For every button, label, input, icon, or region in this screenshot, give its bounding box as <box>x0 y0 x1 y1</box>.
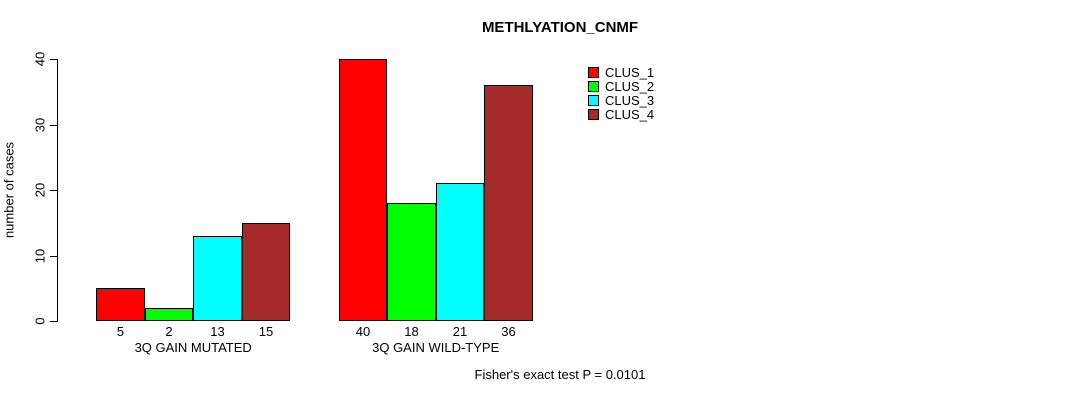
bar-value-label: 18 <box>404 324 419 339</box>
y-axis-tick-label: 20 <box>32 182 48 198</box>
bar-value-label: 2 <box>165 324 173 339</box>
legend-item: CLUS_1 <box>588 64 655 80</box>
bar <box>436 183 484 321</box>
x-axis-category-label: 3Q GAIN WILD-TYPE <box>372 340 500 355</box>
bar-value-label: 21 <box>452 324 468 339</box>
legend-item-label: CLUS_4 <box>605 106 655 122</box>
bar <box>193 236 242 321</box>
bar <box>339 59 387 321</box>
legend-swatch-icon <box>588 80 599 92</box>
x-axis-category-label: 3Q GAIN MUTATED <box>134 340 252 355</box>
legend: CLUS_1 CLUS_2 CLUS_3 CLUS_4 <box>588 64 655 122</box>
bar-value-label: 40 <box>355 324 371 339</box>
y-axis-tick <box>50 256 57 257</box>
y-axis-tick-label: 30 <box>32 117 48 133</box>
y-axis-tick <box>50 125 57 126</box>
bar <box>96 288 145 321</box>
bar <box>242 223 290 321</box>
bar-value-label: 5 <box>116 324 125 339</box>
y-axis-tick-label: 40 <box>32 51 48 67</box>
legend-swatch-icon <box>588 108 599 120</box>
bar <box>145 308 193 321</box>
legend-item: CLUS_3 <box>588 92 655 108</box>
legend-swatch-icon <box>588 94 599 106</box>
y-axis-tick-label: 0 <box>32 317 48 325</box>
chart-title: METHLYATION_CNMF <box>481 19 639 36</box>
legend-item: CLUS_2 <box>588 78 655 94</box>
legend-item-label: CLUS_3 <box>605 92 655 108</box>
legend-item-label: CLUS_2 <box>605 78 655 94</box>
fisher-test-caption: Fisher's exact test P = 0.0101 <box>474 367 646 382</box>
y-axis-line <box>57 59 58 322</box>
y-axis-tick <box>50 59 57 60</box>
y-axis-tick <box>50 190 57 191</box>
legend-item: CLUS_4 <box>588 106 655 122</box>
bar <box>387 203 436 321</box>
y-axis-tick-label: 10 <box>32 248 48 264</box>
bar-value-label: 36 <box>501 324 516 339</box>
bar-value-label: 15 <box>258 324 274 339</box>
legend-swatch-icon <box>588 66 599 78</box>
y-axis-tick <box>50 321 57 322</box>
y-axis-label: number of cases <box>1 141 17 239</box>
bar <box>484 85 533 321</box>
legend-item-label: CLUS_1 <box>605 64 655 80</box>
bar-value-label: 13 <box>210 324 225 339</box>
